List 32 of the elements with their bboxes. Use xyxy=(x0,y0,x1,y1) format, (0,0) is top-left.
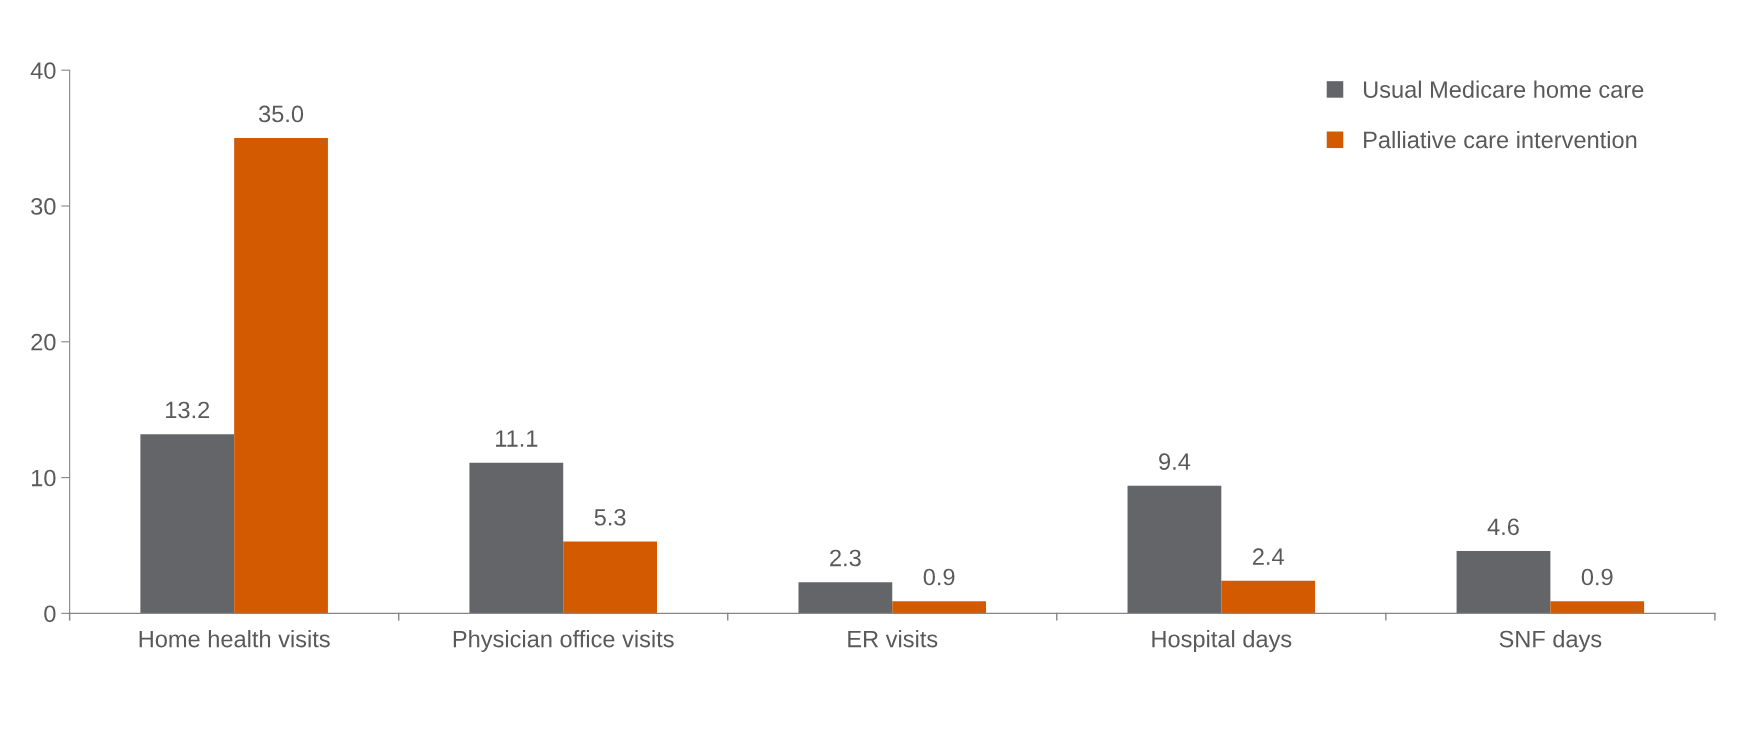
x-tick-label: Physician office visits xyxy=(453,630,674,653)
bar xyxy=(798,582,893,614)
bar xyxy=(469,462,564,614)
x-tick-label: Hospital days xyxy=(1152,630,1292,653)
bar xyxy=(1127,485,1222,614)
data-label: 0.9 xyxy=(923,568,955,586)
bar xyxy=(234,138,328,614)
data-label: 9.4 xyxy=(1159,453,1191,470)
data-label: 2.4 xyxy=(1252,548,1284,565)
data-label: 2.3 xyxy=(830,549,861,567)
y-tick-label: 10 xyxy=(31,469,56,487)
legend-label: Usual Medicare home care xyxy=(1363,80,1644,98)
x-tick-label: SNF days xyxy=(1499,630,1602,653)
x-tick-label: Home health visits xyxy=(139,630,330,648)
bar xyxy=(1456,550,1551,614)
bar xyxy=(140,434,235,614)
x-tick-label: ER visits xyxy=(848,630,938,648)
data-label: 0.9 xyxy=(1581,568,1613,586)
data-label: 11.1 xyxy=(496,430,538,447)
data-label: 4.6 xyxy=(1487,518,1519,536)
y-tick-label: 30 xyxy=(31,198,56,215)
y-tick-label: 0 xyxy=(44,605,56,623)
y-tick-label: 40 xyxy=(30,62,56,79)
bar xyxy=(1550,601,1645,614)
y-tick-label: 20 xyxy=(31,333,56,351)
bar xyxy=(563,541,657,614)
bar xyxy=(892,601,987,614)
legend-label: Palliative care intervention xyxy=(1364,130,1637,149)
bar xyxy=(1221,580,1316,614)
data-label: 13.2 xyxy=(166,401,210,419)
data-label: 35.0 xyxy=(258,105,304,123)
data-label: 5.3 xyxy=(594,508,626,526)
